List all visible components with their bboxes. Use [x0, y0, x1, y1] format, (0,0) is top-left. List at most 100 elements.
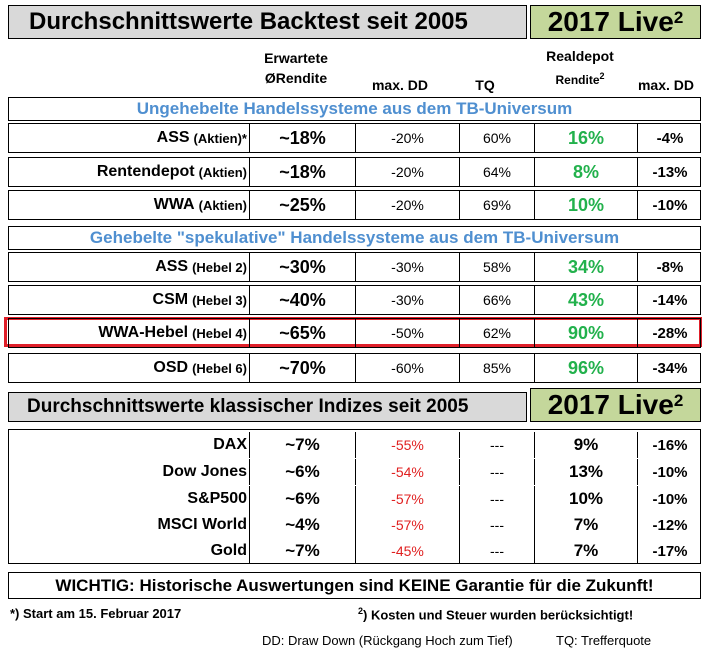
table-row: Gold ~7% -45% --- 7% -17% — [9, 538, 700, 564]
expected-return-value: ~18% — [249, 124, 355, 152]
col-realdepot-line2: Rendite2 — [530, 66, 630, 90]
live-header-label: 2017 Live — [547, 6, 674, 37]
row-name-label: ASS — [156, 129, 190, 146]
row-name: Dow Jones — [9, 459, 249, 485]
col-max-dd: max. DD — [371, 77, 429, 93]
row-name-label: WWA — [153, 196, 195, 213]
col-expected-line1: Erwartete — [264, 50, 328, 66]
max-dd-live-value: -10% — [637, 486, 702, 512]
tq-value: 66% — [459, 286, 534, 314]
row-name-label: Dow Jones — [162, 463, 247, 480]
row-name: DAX — [9, 432, 249, 458]
max-dd-value: -20% — [355, 191, 459, 219]
table-row: WWA-Hebel (Hebel 4) ~65% -50% 62% 90% -28% — [8, 318, 701, 348]
max-dd-live-value: -10% — [637, 191, 702, 219]
leveraged-section-box — [8, 226, 701, 250]
col-realdepot-rendite: Rendite — [555, 73, 600, 87]
col-expected-line2: ØRendite — [264, 70, 328, 86]
tq-value: 85% — [459, 354, 534, 382]
col-realdepot-sup: 2 — [599, 71, 605, 81]
max-dd-value: -30% — [355, 253, 459, 281]
tq-value: 69% — [459, 191, 534, 219]
row-name-label: WWA-Hebel — [98, 324, 189, 341]
unleveraged-section-title: Ungehebelte Handelssysteme aus dem TB-Un… — [136, 99, 573, 118]
table-row: Rentendepot (Aktien) ~18% -20% 64% 8% -13% — [8, 157, 701, 187]
row-name: WWA-Hebel (Hebel 4) — [9, 319, 249, 347]
row-name: Gold — [9, 538, 249, 564]
realdepot-return-value: 16% — [534, 124, 637, 152]
tq-value: 62% — [459, 319, 534, 347]
realdepot-return-value: 7% — [534, 538, 637, 564]
row-name-sub: (Hebel 6) — [192, 360, 247, 376]
col-expected-return: Erwartete ØRendite — [246, 48, 346, 88]
row-name: Rentendepot (Aktien) — [9, 158, 249, 186]
row-name-label: DAX — [213, 436, 247, 453]
table-row: WWA (Aktien) ~25% -20% 69% 10% -10% — [8, 190, 701, 220]
legend-tq: TQ: Trefferquote — [556, 633, 652, 648]
row-name-sub: (Aktien) — [198, 164, 247, 180]
table-row: MSCI World ~4% -57% --- 7% -12% — [9, 512, 700, 538]
row-name-sub: (Hebel 4) — [192, 325, 247, 341]
row-name-label: OSD — [153, 359, 189, 376]
row-name: WWA (Aktien) — [9, 191, 249, 219]
max-dd-live-value: -8% — [637, 253, 702, 281]
max-dd-live-value: -10% — [637, 459, 702, 485]
max-dd-value: -50% — [355, 319, 459, 347]
indices-live-sup: 2 — [673, 391, 684, 410]
tq-value: --- — [459, 432, 534, 458]
tq-value: --- — [459, 459, 534, 485]
row-name-sub: (Hebel 3) — [192, 292, 247, 308]
footnote-costs: 2) Kosten und Steuer wurden berücksichti… — [358, 606, 633, 622]
realdepot-return-value: 34% — [534, 253, 637, 281]
row-name: ASS (Aktien)* — [9, 124, 249, 152]
row-name: S&P500 — [9, 486, 249, 512]
expected-return-value: ~7% — [249, 432, 355, 458]
max-dd-live-value: -17% — [637, 538, 702, 564]
expected-return-value: ~7% — [249, 538, 355, 564]
max-dd-live-value: -14% — [637, 286, 702, 314]
row-name-label: CSM — [152, 291, 189, 308]
realdepot-return-value: 10% — [534, 191, 637, 219]
max-dd-value: -20% — [355, 124, 459, 152]
max-dd-live-value: -16% — [637, 432, 702, 458]
max-dd-live-value: -34% — [637, 354, 702, 382]
row-name: ASS (Hebel 2) — [9, 253, 249, 281]
realdepot-return-value: 7% — [534, 512, 637, 538]
warning-banner: WICHTIG: Historische Auswertungen sind K… — [8, 572, 701, 599]
max-dd-value: -60% — [355, 354, 459, 382]
max-dd-live-value: -28% — [637, 319, 702, 347]
expected-return-value: ~6% — [249, 459, 355, 485]
realdepot-return-value: 8% — [534, 158, 637, 186]
max-dd-value: -57% — [355, 512, 459, 538]
max-dd-value: -55% — [355, 432, 459, 458]
expected-return-value: ~6% — [249, 486, 355, 512]
row-name-label: MSCI World — [157, 516, 247, 533]
max-dd-value: -57% — [355, 486, 459, 512]
max-dd-live-value: -12% — [637, 512, 702, 538]
indices-live-header: 2017 Live 2 — [530, 388, 701, 422]
tq-value: --- — [459, 512, 534, 538]
tq-value: --- — [459, 538, 534, 564]
expected-return-value: ~30% — [249, 253, 355, 281]
tq-value: 60% — [459, 124, 534, 152]
max-dd-value: -30% — [355, 286, 459, 314]
tq-value: --- — [459, 486, 534, 512]
tq-value: 64% — [459, 158, 534, 186]
unleveraged-section-box — [8, 97, 701, 121]
row-name-sub: (Hebel 2) — [192, 259, 247, 275]
live-header: 2017 Live 2 — [530, 5, 701, 39]
col-realdepot-line1: Realdepot — [546, 48, 614, 64]
row-name: CSM (Hebel 3) — [9, 286, 249, 314]
realdepot-return-value: 9% — [534, 432, 637, 458]
row-name-label: Gold — [210, 542, 247, 559]
expected-return-value: ~70% — [249, 354, 355, 382]
max-dd-live-value: -4% — [637, 124, 702, 152]
footnote-costs-sup: 2 — [358, 606, 364, 616]
tq-value: 58% — [459, 253, 534, 281]
max-dd-value: -54% — [355, 459, 459, 485]
table-row: ASS (Aktien)* ~18% -20% 60% 16% -4% — [8, 123, 701, 153]
expected-return-value: ~18% — [249, 158, 355, 186]
indices-header: Durchschnittswerte klassischer Indizes s… — [8, 392, 527, 422]
indices-table: DAX ~7% -55% --- 9% -16% Dow Jones ~6% -54% --- 13… — [8, 429, 701, 564]
expected-return-value: ~40% — [249, 286, 355, 314]
